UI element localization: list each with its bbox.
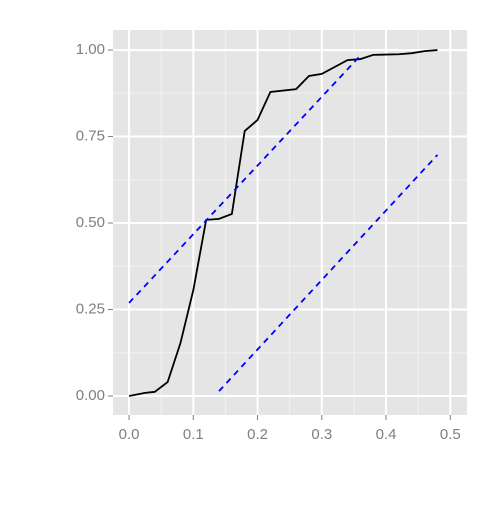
- x-tick-label: 0.1: [183, 426, 204, 443]
- y-tick-label: 0.75: [76, 128, 105, 145]
- x-tick-label: 0.2: [247, 426, 268, 443]
- x-tick-label: 0.5: [440, 426, 461, 443]
- y-tick-label: 1.00: [76, 41, 105, 58]
- x-tick-label: 0.0: [119, 426, 140, 443]
- line: [218, 154, 439, 392]
- x-tick-label: 0.3: [311, 426, 332, 443]
- y-tick-label: 0.00: [76, 387, 105, 404]
- x-tick-label: 0.4: [376, 426, 397, 443]
- line: [128, 49, 438, 397]
- y-tick-label: 0.50: [76, 214, 105, 231]
- line: [128, 53, 363, 304]
- y-tick-label: 0.25: [76, 300, 105, 317]
